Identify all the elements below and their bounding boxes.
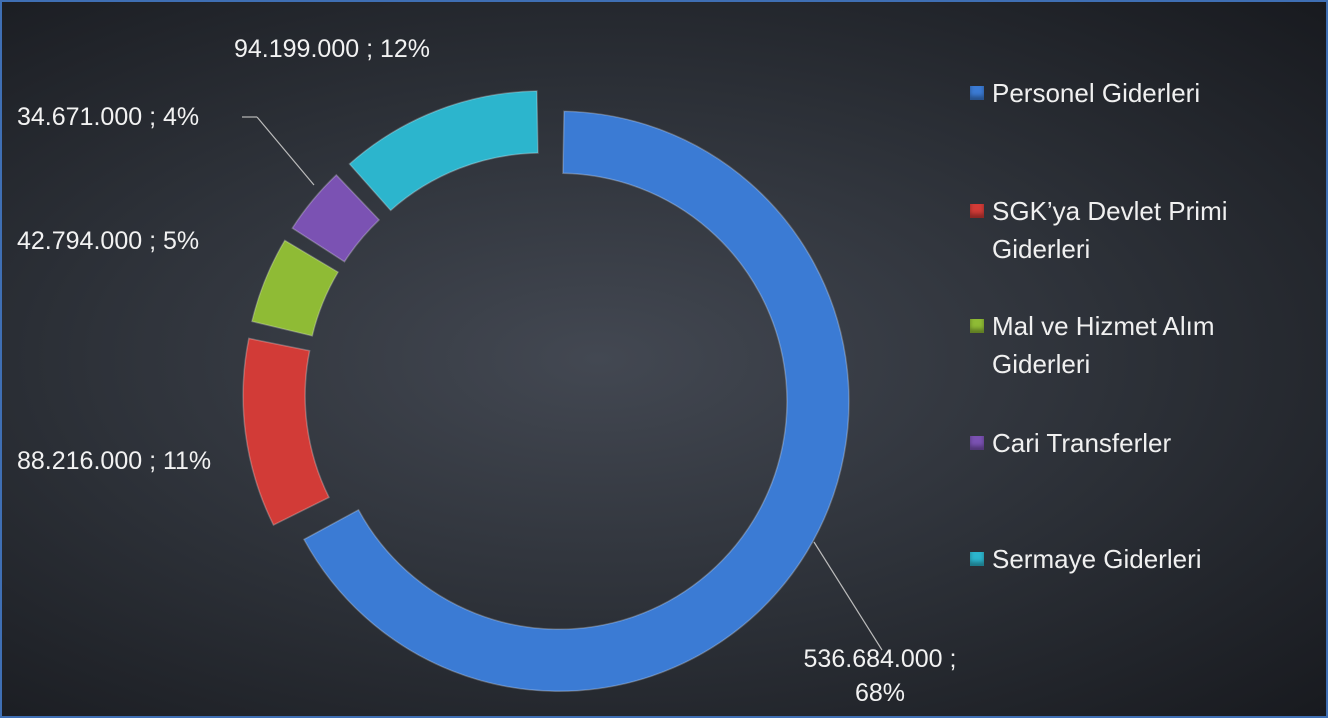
legend-item: Sermaye Giderleri: [970, 540, 1270, 578]
legend-swatch: [970, 204, 984, 218]
legend-label: SGK’ya Devlet Primi Giderleri: [992, 196, 1228, 264]
legend-label: Personel Giderleri: [992, 78, 1201, 108]
legend-item: Mal ve Hizmet Alım Giderleri: [970, 307, 1270, 383]
data-label: 536.684.000 ; 68%: [803, 645, 964, 707]
donut-slice: [291, 173, 381, 263]
donut-slice: [302, 110, 850, 693]
legend-item: SGK’ya Devlet Primi Giderleri: [970, 192, 1270, 268]
legend-swatch: [970, 552, 984, 566]
leader-line: [813, 541, 883, 651]
leader-line: [256, 116, 315, 186]
donut-slice: [242, 337, 330, 526]
donut-slice: [251, 239, 340, 337]
legend-item: Personel Giderleri: [970, 74, 1270, 112]
legend-swatch: [970, 319, 984, 333]
data-label: 42.794.000 ; 5%: [17, 227, 200, 255]
data-label: 34.671.000 ; 4%: [17, 103, 200, 131]
legend-label: Cari Transferler: [992, 428, 1172, 458]
data-label: 94.199.000 ; 12%: [234, 35, 430, 63]
legend-label: Mal ve Hizmet Alım Giderleri: [992, 311, 1215, 379]
donut-slice: [348, 90, 539, 212]
legend-swatch: [970, 436, 984, 450]
legend-swatch: [970, 86, 984, 100]
data-label: 88.216.000 ; 11%: [17, 447, 212, 475]
legend-item: Cari Transferler: [970, 424, 1270, 462]
legend-label: Sermaye Giderleri: [992, 544, 1202, 574]
